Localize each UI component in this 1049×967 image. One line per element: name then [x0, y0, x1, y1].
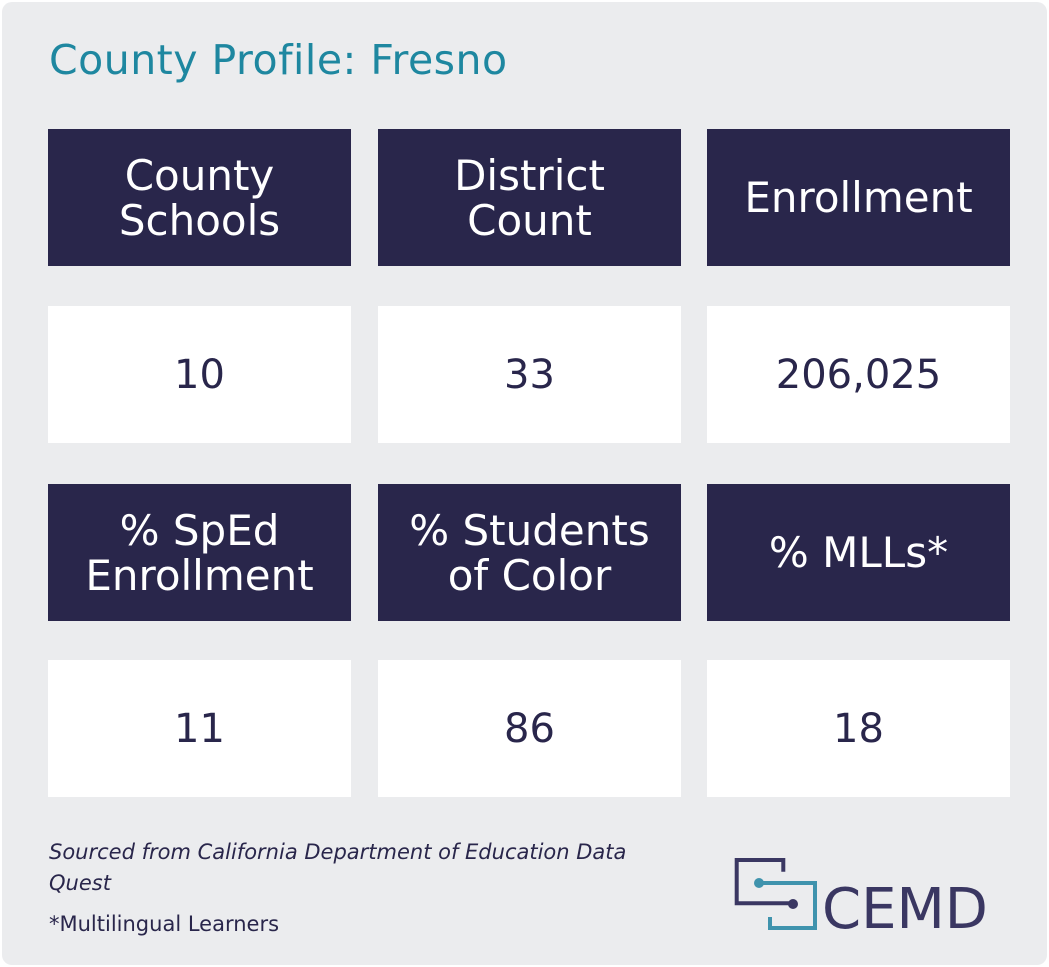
header-students-of-color: % Students of Color [378, 484, 681, 621]
value-students-of-color: 86 [378, 660, 681, 797]
footnote: *Multilingual Learners [49, 912, 280, 936]
header-county-schools: County Schools [48, 129, 351, 266]
header-label: County Schools [118, 150, 281, 245]
header-label: % SpEd Enrollment [85, 505, 314, 600]
header-sped-enrollment: % SpEd Enrollment [48, 484, 351, 621]
header-label: District Count [454, 150, 605, 245]
header-label: Enrollment [744, 173, 973, 222]
logo-text: CEMD [822, 877, 988, 942]
value-sped-enrollment: 11 [48, 660, 351, 797]
header-label: % MLLs* [768, 528, 949, 577]
value-mlls: 18 [707, 660, 1010, 797]
page-title: County Profile: Fresno [49, 36, 508, 84]
source-note: Sourced from California Department of Ed… [49, 840, 627, 895]
header-label: % Students of Color [409, 505, 650, 600]
circuit-icon [734, 858, 817, 930]
header-mlls: % MLLs* [707, 484, 1010, 621]
header-enrollment: Enrollment [707, 129, 1010, 266]
value-enrollment: 206,025 [707, 306, 1010, 443]
cemd-logo: CEMD [734, 858, 988, 942]
value-county-schools: 10 [48, 306, 351, 443]
value-district-count: 33 [378, 306, 681, 443]
header-district-count: District Count [378, 129, 681, 266]
